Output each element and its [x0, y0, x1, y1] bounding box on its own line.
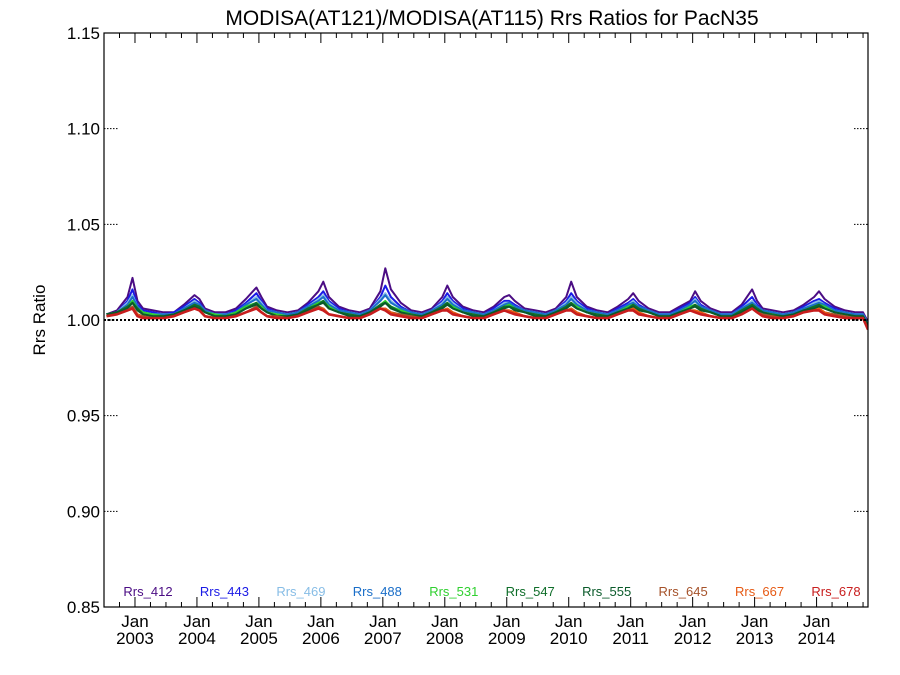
x-tick-year: 2010	[550, 629, 588, 648]
plot-area	[104, 267, 868, 331]
chart-title: MODISA(AT121)/MODISA(AT115) Rrs Ratios f…	[225, 7, 758, 30]
x-tick-year: 2008	[426, 629, 464, 648]
legend-item-rrs-531: Rrs_531	[429, 584, 478, 599]
x-tick-month: Jan	[555, 612, 582, 631]
x-tick-month: Jan	[493, 612, 520, 631]
series-line-rrs-678	[106, 307, 868, 331]
legend-item-rrs-469: Rrs_469	[276, 584, 325, 599]
x-tick-year: 2005	[240, 629, 278, 648]
legend-item-rrs-412: Rrs_412	[123, 584, 172, 599]
y-tick-label: 1.05	[67, 215, 100, 234]
x-tick-month: Jan	[431, 612, 458, 631]
x-tick-month: Jan	[369, 612, 396, 631]
x-tick-year: 2013	[736, 629, 774, 648]
legend-item-rrs-667: Rrs_667	[735, 584, 784, 599]
y-tick-label: 0.90	[67, 502, 100, 521]
legend-item-rrs-645: Rrs_645	[659, 584, 708, 599]
legend-item-rrs-443: Rrs_443	[200, 584, 249, 599]
x-tick-month: Jan	[803, 612, 830, 631]
x-tick-month: Jan	[679, 612, 706, 631]
legend-item-rrs-678: Rrs_678	[811, 584, 860, 599]
x-tick-year: 2007	[364, 629, 402, 648]
x-tick-month: Jan	[741, 612, 768, 631]
x-tick-year: 2011	[612, 629, 649, 648]
x-tick-year: 2009	[488, 629, 526, 648]
legend-item-rrs-555: Rrs_555	[582, 584, 631, 599]
x-tick-month: Jan	[121, 612, 148, 631]
legend-item-rrs-547: Rrs_547	[506, 584, 555, 599]
x-tick-year: 2003	[116, 629, 154, 648]
x-tick-month: Jan	[245, 612, 272, 631]
y-axis-ticks: 0.85 0.90 0.95 1.00 1.05 1.10 1.15	[67, 24, 868, 617]
series-line-rrs-555	[106, 301, 868, 327]
y-tick-label: 1.15	[67, 24, 100, 43]
x-tick-year: 2004	[178, 629, 216, 648]
x-axis-ticks: Jan2003Jan2004Jan2005Jan2006Jan2007Jan20…	[103, 33, 864, 648]
x-tick-month: Jan	[183, 612, 210, 631]
series-line-rrs-412	[106, 267, 868, 323]
x-tick-year: 2014	[798, 629, 836, 648]
y-tick-label: 1.10	[67, 120, 100, 139]
y-tick-label: 0.95	[67, 407, 100, 426]
x-tick-year: 2012	[674, 629, 712, 648]
legend: Rrs_412 Rrs_443 Rrs_469 Rrs_488 Rrs_531 Rrs_5…	[123, 584, 860, 599]
y-tick-label: 1.00	[67, 311, 100, 330]
x-tick-month: Jan	[307, 612, 334, 631]
legend-item-rrs-488: Rrs_488	[353, 584, 402, 599]
y-axis-label: Rrs Ratio	[30, 285, 49, 356]
y-tick-label: 0.85	[67, 598, 100, 617]
x-tick-month: Jan	[617, 612, 644, 631]
x-tick-year: 2006	[302, 629, 340, 648]
